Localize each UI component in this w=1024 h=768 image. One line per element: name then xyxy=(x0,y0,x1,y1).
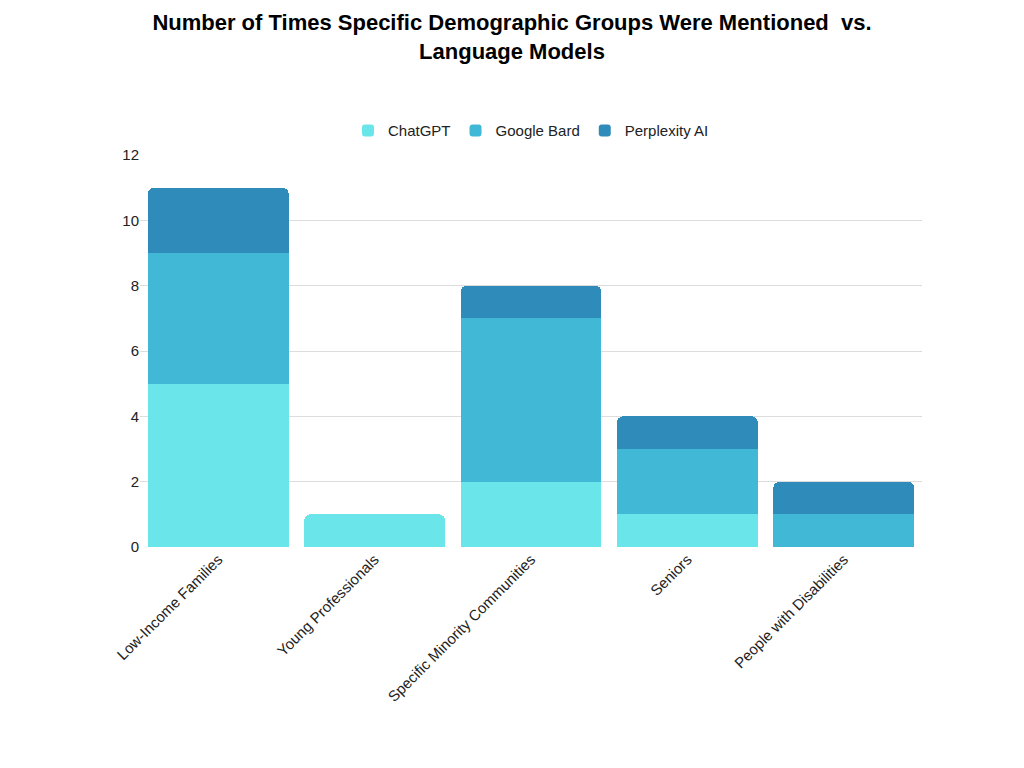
svg-text:12: 12 xyxy=(122,146,139,163)
svg-text:Low-Income Families: Low-Income Families xyxy=(113,551,225,663)
svg-text:Young Professionals: Young Professionals xyxy=(274,551,382,659)
svg-text:Google Bard: Google Bard xyxy=(496,122,580,139)
svg-text:Specific Minority Communities: Specific Minority Communities xyxy=(384,551,538,705)
svg-text:Number of Times Specific Demog: Number of Times Specific Demographic Gro… xyxy=(152,10,871,64)
svg-text:4: 4 xyxy=(131,408,139,425)
svg-text:People with Disabilities: People with Disabilities xyxy=(731,551,851,671)
svg-text:0: 0 xyxy=(131,538,139,555)
svg-text:10: 10 xyxy=(122,212,139,229)
svg-text:Perplexity AI: Perplexity AI xyxy=(625,122,708,139)
svg-text:6: 6 xyxy=(131,342,139,359)
svg-text:8: 8 xyxy=(131,277,139,294)
svg-text:2: 2 xyxy=(131,473,139,490)
svg-text:Seniors: Seniors xyxy=(647,551,695,599)
svg-text:ChatGPT: ChatGPT xyxy=(388,122,451,139)
